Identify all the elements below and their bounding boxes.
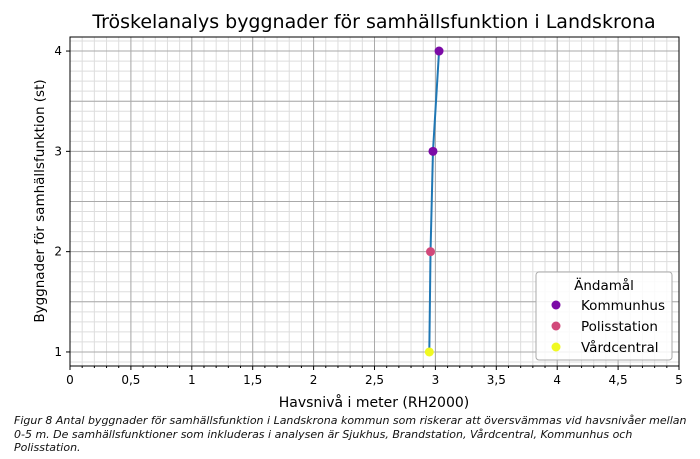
x-tick-label: 0 (66, 373, 74, 387)
y-tick-label: 1 (54, 345, 62, 359)
x-tick-label: 2 (310, 373, 318, 387)
x-tick-label: 1,5 (243, 373, 262, 387)
legend-box (535, 271, 673, 361)
legend-label: Vårdcentral (581, 339, 659, 356)
legend-label: Kommunhus (581, 298, 665, 314)
legend-marker (551, 300, 561, 310)
y-tick-label: 2 (54, 245, 62, 259)
y-tick-label: 4 (54, 44, 62, 58)
data-point-vårdcentral (424, 347, 434, 357)
x-tick-label: 4,5 (609, 373, 628, 387)
data-point-kommunhus (434, 46, 444, 56)
legend-title: Ändamål (574, 276, 634, 294)
x-tick-label: 4 (553, 373, 561, 387)
legend-marker (551, 321, 561, 331)
x-tick-label: 2,5 (365, 373, 384, 387)
chart-title: Tröskelanalys byggnader för samhällsfunk… (91, 11, 655, 33)
x-tick-label: 0,5 (121, 373, 140, 387)
legend-label: Polisstation (581, 319, 658, 335)
x-tick-label: 5 (675, 373, 683, 387)
legend-marker (551, 342, 561, 352)
y-tick-label: 3 (54, 144, 62, 158)
data-point-polisstation (426, 247, 436, 257)
x-axis-label: Havsnivå i meter (RH2000) (279, 394, 469, 411)
y-axis-label: Byggnader för samhällsfunktion (st) (32, 79, 48, 322)
series-line (428, 50, 441, 352)
x-tick-label: 3 (432, 373, 440, 387)
figure-caption: Figur 8 Antal byggnader för samhällsfunk… (14, 414, 687, 454)
x-tick-label: 3,5 (487, 373, 506, 387)
chart: 0 0,5 1 1,5 2 2,5 3 3,5 4 4,5 5 1 2 3 4 Tröskelanalys b… (32, 11, 683, 411)
x-tick-label: 1 (188, 373, 196, 387)
data-point-kommunhus (428, 146, 438, 156)
